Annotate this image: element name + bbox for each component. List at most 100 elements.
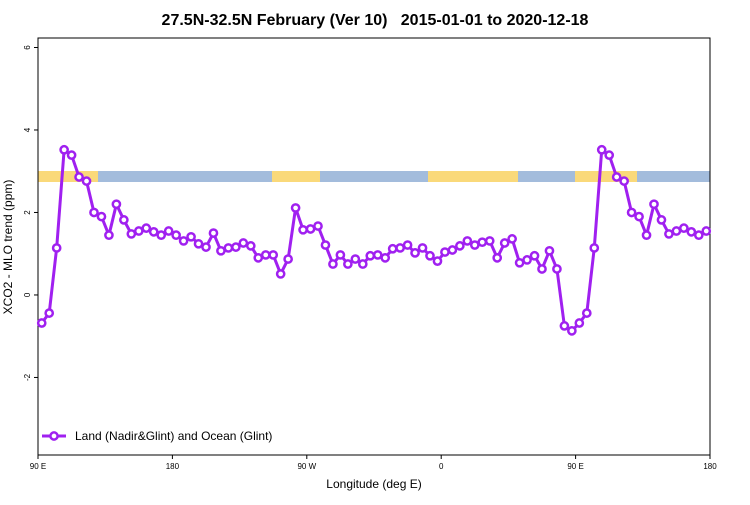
data-point — [529, 250, 540, 261]
x-tick-label: 90 E — [567, 462, 583, 471]
data-point — [507, 234, 517, 244]
data-point — [253, 252, 264, 263]
x-tick-label: 180 — [166, 462, 180, 471]
x-tick-label: 180 — [703, 462, 717, 471]
data-point — [260, 250, 271, 260]
plot-frame — [37, 37, 711, 456]
legend-marker — [49, 431, 59, 441]
data-point — [290, 203, 301, 213]
x-axis-label: Longitude (deg E) — [326, 477, 421, 491]
data-point — [581, 308, 592, 318]
x-tick-label: 90 E — [30, 462, 46, 471]
data-point — [626, 207, 637, 218]
data-point — [514, 257, 525, 268]
data-point — [36, 318, 47, 328]
x-tick-label: 90 W — [297, 462, 316, 471]
data-point — [104, 230, 114, 241]
data-point — [298, 224, 308, 235]
data-point — [634, 211, 644, 222]
data-point — [372, 250, 383, 260]
data-point — [679, 223, 689, 233]
data-point — [604, 150, 615, 160]
data-point — [432, 256, 443, 266]
data-point — [656, 215, 667, 225]
data-point — [305, 224, 316, 234]
data-point — [537, 264, 547, 274]
data-point — [148, 227, 159, 237]
data-point — [231, 242, 241, 252]
y-tick-label: 4 — [23, 127, 32, 132]
data-point — [283, 254, 293, 264]
data-point — [410, 248, 420, 258]
data-point — [208, 228, 219, 238]
data-point — [596, 144, 607, 155]
data-point — [492, 252, 503, 263]
data-point — [611, 172, 622, 182]
data-point — [649, 199, 659, 210]
data-point — [664, 229, 674, 239]
data-point — [133, 226, 144, 236]
data-point — [477, 237, 488, 248]
data-point — [59, 144, 69, 155]
data-point — [335, 250, 346, 260]
data-point — [671, 226, 682, 236]
y-tick-label: -2 — [23, 373, 32, 381]
data-point — [111, 199, 122, 210]
data-point — [574, 318, 585, 328]
data-point — [402, 240, 413, 250]
data-point — [119, 215, 129, 225]
data-point — [387, 243, 398, 254]
data-point — [469, 240, 480, 250]
y-tick-label: 2 — [23, 210, 32, 215]
data-point — [238, 238, 249, 248]
data-point — [544, 245, 555, 256]
data-point — [193, 238, 204, 249]
data-point — [216, 245, 226, 256]
data-point — [268, 250, 279, 260]
data-point — [275, 269, 286, 279]
land-ocean-strip — [38, 171, 710, 182]
chart-title: 27.5N-32.5N February (Ver 10) 2015-01-01… — [162, 12, 589, 29]
data-point — [357, 259, 368, 269]
data-point — [589, 243, 600, 253]
data-point — [380, 252, 391, 263]
data-point — [163, 226, 174, 236]
data-point — [701, 226, 712, 236]
data-point — [686, 227, 697, 237]
data-point — [395, 243, 405, 253]
data-point — [522, 255, 532, 265]
data-point — [417, 243, 428, 253]
data-point — [328, 259, 338, 269]
data-point — [141, 223, 152, 233]
data-point — [74, 172, 84, 182]
data-point — [201, 242, 211, 252]
data-point — [425, 250, 435, 261]
data-point — [66, 150, 77, 160]
data-point — [96, 211, 107, 222]
data-point — [499, 238, 510, 248]
data-point — [89, 207, 99, 218]
data-point — [343, 259, 353, 269]
data-point — [484, 236, 495, 246]
data-point — [51, 243, 62, 253]
x-tick-label: 0 — [439, 462, 444, 471]
data-point — [365, 250, 376, 261]
data-point — [245, 241, 256, 251]
data-point — [455, 241, 465, 251]
data-point — [440, 247, 450, 257]
data-point — [619, 176, 629, 186]
data-point — [186, 231, 196, 242]
data-point — [178, 236, 189, 246]
data-point — [350, 254, 361, 264]
data-point — [171, 230, 181, 241]
data-point — [313, 221, 323, 231]
data-point — [320, 240, 331, 250]
data-point — [552, 264, 562, 274]
data-point — [156, 230, 167, 241]
data-point — [44, 308, 55, 318]
data-point — [447, 245, 458, 255]
data-point — [223, 243, 234, 253]
data-point — [462, 236, 473, 246]
y-tick-label: 0 — [23, 292, 32, 297]
